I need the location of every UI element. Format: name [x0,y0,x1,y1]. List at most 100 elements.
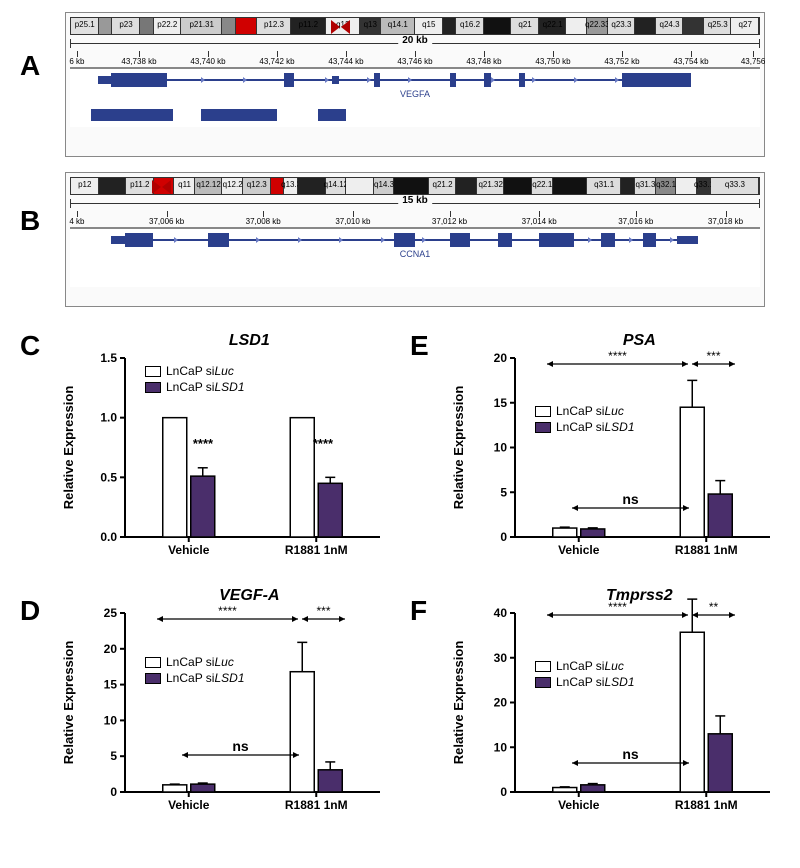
gene-exon [208,233,229,247]
arrow-icon [729,361,735,367]
gene-direction-arrow-icon [243,77,247,83]
ideogram-band-label: q13 [364,20,377,29]
bar [163,785,187,792]
ideogram-band-label: q12.3 [247,180,267,189]
gene-direction-arrow-icon [174,237,178,243]
gene-exon [539,233,574,247]
ideogram-band-label: q24.3 [660,20,680,29]
significance-label: ns [232,738,249,754]
x-tick-label: Vehicle [558,798,600,812]
span-label: 20 kb [398,35,432,46]
legend-swatch [145,673,161,684]
gene-direction-arrow-icon [325,77,329,83]
ideogram-band-label: q11 [178,180,191,189]
y-tick-label: 10 [494,441,508,455]
chart-tmprss2: 010203040Relative ExpressionVehicleR1881… [445,585,780,820]
arrow-icon [729,612,735,618]
gene-exon [450,233,471,247]
gene-exon [484,73,491,87]
x-tick-label: Vehicle [168,543,210,557]
gene-direction-arrow-icon [298,237,302,243]
y-tick-label: 0.0 [100,530,117,544]
ruler-tick-label: 43,754 kb [673,57,708,66]
ideogram-band-label: p21.31 [189,20,213,29]
ideogram-band-label: q33.3 [725,180,745,189]
gene-exon [622,73,691,87]
arrow-icon [682,361,688,367]
feature-block [91,109,174,121]
legend-row: LnCaP siLSD1 [535,420,635,434]
gene-direction-arrow-icon [201,77,205,83]
chart-svg: 0510152025Relative ExpressionVehicleR188… [55,585,390,820]
gene-direction-arrow-icon [532,77,536,83]
ideogram-band [99,18,113,34]
legend-row: LnCaP siLuc [535,404,635,418]
ruler-tick-label: 43,746 kb [397,57,432,66]
legend-label: LnCaP siLuc [166,655,234,669]
arrow-icon [682,612,688,618]
y-tick-label: 15 [494,396,508,410]
bar [290,672,314,792]
significance-label: **** [608,349,627,363]
y-tick-label: 1.0 [100,411,117,425]
ideogram-band-label: p22.2 [157,20,177,29]
arrow-icon [547,361,553,367]
legend: LnCaP siLucLnCaP siLSD1 [145,364,245,396]
significance-label: **** [193,436,214,451]
bar [290,418,314,537]
ideogram-band-label: q15 [422,20,435,29]
bar [163,418,187,537]
gene-direction-arrow-icon [339,237,343,243]
y-tick-label: 20 [494,351,508,365]
ideogram-band-label: q12.2 [223,180,243,189]
ideogram-band-label: q14.12 [324,180,348,189]
arrow-icon [157,616,163,622]
ruler-tick-label: 37,014 kb [522,217,557,226]
x-tick-label: Vehicle [558,543,600,557]
gene-direction-arrow-icon [367,77,371,83]
gene-intron-line [98,79,691,81]
legend-row: LnCaP siLSD1 [535,675,635,689]
ideogram-band [236,18,257,34]
y-tick-label: 0.5 [100,470,117,484]
ideogram-band [621,178,635,194]
bar [318,483,342,537]
ideogram-band-label: q21 [518,20,531,29]
chart-title: Tmprss2 [606,587,673,605]
ideogram-band [683,18,704,34]
legend-swatch [145,366,161,377]
bar [581,785,605,792]
ideogram-band-label: p25.1 [75,20,95,29]
y-axis-label: Relative Expression [61,641,76,765]
legend: LnCaP siLuc LnCaP siLSD1 [535,404,635,436]
span-label: 15 kb [398,195,432,206]
ideogram-band-label: q22.33 [585,20,609,29]
gene-name-label: CCNA1 [400,249,431,259]
ideogram-band-label: p12.3 [264,20,284,29]
bar [318,770,342,792]
ruler-tick-label: 6 kb [69,57,84,66]
ruler-tick-label: 43,752 kb [604,57,639,66]
gene-direction-arrow-icon [588,237,592,243]
genomic-ruler: 15 kb4 kb37,006 kb37,008 kb37,010 kb37,0… [70,197,760,227]
legend-label: LnCaP siLuc [556,404,624,418]
gene-exon [111,236,125,244]
gene-direction-arrow-icon [629,237,633,243]
ideogram-band-label: q12.12 [196,180,220,189]
legend-swatch [535,677,551,688]
ruler-tick-label: 43,748 kb [466,57,501,66]
chart-title: PSA [623,332,656,350]
gene-exon [284,73,294,87]
y-tick-label: 25 [104,606,118,620]
legend-row: LnCaP siLSD1 [145,671,245,685]
arrow-icon [302,616,308,622]
panel-letter-d: D [20,595,40,627]
x-tick-label: R1881 1nM [285,543,348,557]
ideogram-band-label: q32.1 [656,180,676,189]
ideogram-band [484,18,512,34]
significance-label: *** [316,604,330,618]
significance-label: **** [313,436,334,451]
gene-direction-arrow-icon [256,237,260,243]
legend-swatch [145,657,161,668]
y-tick-label: 10 [104,713,118,727]
